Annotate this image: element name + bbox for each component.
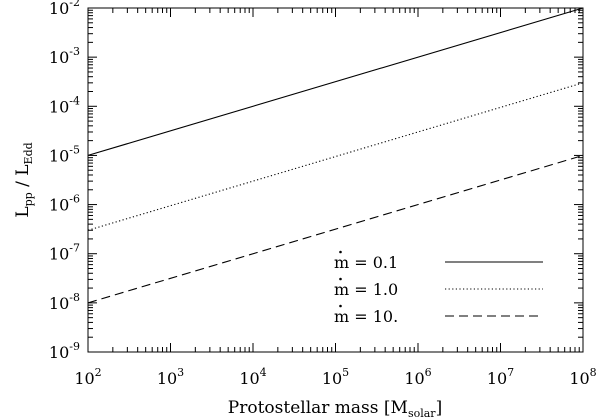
x-axis-label: Protostellar mass [Msolar]	[228, 398, 442, 420]
axis-ticks: 102 103 104 105 106 107 108 10-9 10-8 10-7 10-6 10-…	[49, 0, 597, 388]
y-axis-label: Lpp / LEdd	[13, 142, 35, 217]
legend-dot-accent	[339, 250, 342, 254]
series-line-3	[87, 154, 584, 304]
x-tick-label: 104	[239, 366, 266, 388]
legend-dot-accent	[339, 277, 342, 281]
y-tick-label: 10-4	[49, 94, 80, 116]
y-tick-label: 10-3	[49, 45, 80, 67]
x-tick-label: 105	[322, 366, 349, 388]
y-tick-label: 10-8	[49, 291, 80, 313]
series-line-2	[87, 82, 584, 231]
y-tick-label: 10-7	[49, 242, 80, 264]
axis-labels: Protostellar mass [Msolar] Lpp / LEdd	[13, 142, 442, 420]
legend-label-2: m = 1.0	[334, 280, 398, 299]
legend-dot-accent	[339, 304, 342, 308]
y-tick-label: 10-6	[49, 193, 80, 215]
series-line-1	[87, 7, 584, 156]
x-tick-label: 107	[487, 366, 514, 388]
x-tick-label: 108	[569, 366, 596, 388]
y-tick-label: 10-5	[49, 143, 80, 165]
x-tick-label: 103	[157, 366, 184, 388]
legend-label-1: m = 0.1	[334, 253, 398, 272]
legend-label-3: m = 10.	[334, 307, 398, 326]
y-tick-label: 10-9	[49, 340, 80, 362]
series-lines	[87, 7, 584, 304]
x-tick-label: 102	[74, 366, 101, 388]
plot-frame	[87, 7, 584, 353]
x-tick-label: 106	[404, 366, 431, 388]
legend: m = 0.1 m = 1.0 m = 10.	[334, 250, 543, 326]
y-tick-label: 10-2	[49, 0, 80, 18]
